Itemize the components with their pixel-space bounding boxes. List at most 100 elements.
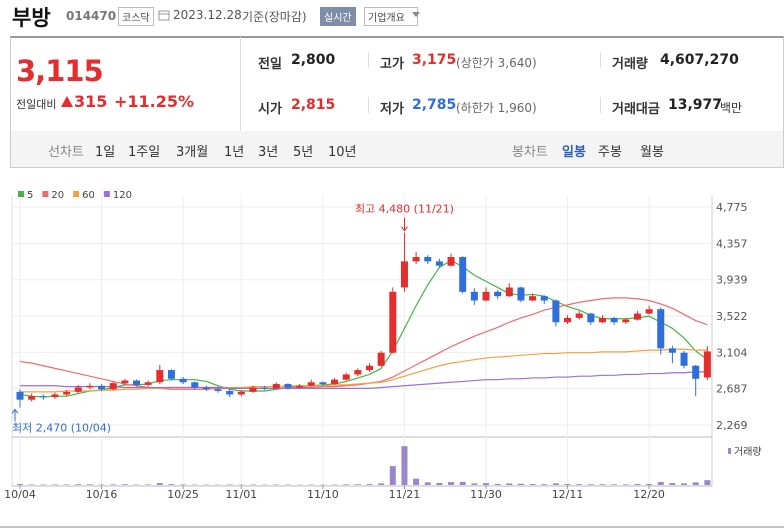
value: 4,607,270 — [660, 52, 739, 68]
candle-body — [63, 391, 71, 395]
label: 거래량 — [612, 57, 648, 72]
candle-body — [51, 394, 59, 398]
volume-bar — [180, 484, 187, 485]
ma-line — [20, 348, 708, 393]
tab[interactable]: 월봉 — [640, 145, 664, 160]
candle-body — [482, 291, 490, 301]
candle-body — [237, 391, 245, 395]
volume-label: 거래량 — [734, 446, 762, 458]
volume-bar — [646, 483, 653, 485]
tab[interactable]: 5년 — [293, 145, 314, 160]
candle-body — [16, 391, 24, 400]
candle-body — [389, 291, 397, 353]
y-tick-label: 2,687 — [716, 383, 748, 396]
volume-bar — [389, 466, 396, 485]
tab[interactable]: 1주일 — [128, 145, 161, 160]
tab[interactable]: 3년 — [258, 145, 279, 160]
volume-bar — [86, 484, 93, 485]
unit: 백만 — [720, 101, 743, 115]
low-arrow — [11, 408, 19, 422]
realtime-button[interactable]: 실시간 — [320, 7, 356, 26]
candle-body — [296, 385, 304, 388]
candle-body — [587, 313, 595, 323]
candle-body — [144, 382, 152, 385]
divider — [368, 52, 369, 68]
candle-body — [284, 384, 292, 388]
tab[interactable]: 주봉 — [598, 145, 622, 160]
volume-bar — [28, 484, 35, 485]
volume-bar — [459, 481, 466, 485]
volume-bar — [576, 484, 583, 485]
tab[interactable]: 10년 — [328, 145, 357, 160]
x-tick-label: 10/04 — [4, 488, 36, 501]
candle-body — [552, 300, 560, 323]
candle-body — [39, 396, 47, 398]
stock-code: 014470 — [66, 9, 117, 23]
candle-body — [610, 317, 618, 323]
tab-label: 선차트 — [48, 145, 84, 160]
divider — [240, 37, 241, 131]
candle-body — [354, 370, 362, 375]
stock-name: 부방 — [12, 6, 51, 30]
summary-box — [10, 36, 784, 133]
x-tick-label: 12/11 — [552, 488, 584, 501]
volume-bar — [634, 484, 641, 485]
label: 시가 — [258, 102, 282, 117]
volume-bar — [657, 482, 664, 485]
volume-bar — [436, 482, 443, 485]
volume-bar — [75, 484, 82, 485]
legend-label: 120 — [113, 190, 132, 201]
label: 거래대금 — [612, 102, 660, 117]
x-tick-label: 11/30 — [470, 488, 502, 501]
volume-bar — [354, 484, 361, 485]
tab[interactable]: 일봉 — [562, 145, 586, 160]
candle-body — [692, 365, 700, 379]
candle-body — [575, 313, 583, 318]
x-tick-label: 10/25 — [167, 488, 199, 501]
chart: 4,775 4,357 3,939 3,522 3,104 2,687 2,269 10/04… — [0, 190, 784, 528]
label: 전일 — [258, 57, 282, 72]
candle-body — [529, 296, 537, 301]
x-tick-label: 11/21 — [389, 488, 421, 501]
tab[interactable]: 1년 — [224, 145, 245, 160]
volume-bar — [541, 484, 548, 485]
value: 13,977 — [668, 97, 723, 113]
candle-body — [133, 380, 140, 385]
volume-bar — [110, 484, 117, 485]
candle-body — [121, 380, 129, 384]
candle-body — [261, 387, 269, 389]
y-tick-label: 4,775 — [716, 201, 748, 214]
candle-body — [668, 348, 676, 353]
candle-body — [633, 313, 641, 320]
change-label: 전일대비 — [16, 98, 57, 111]
volume-bar — [681, 483, 688, 485]
legend-label: 20 — [51, 190, 64, 201]
tab[interactable]: 3개월 — [176, 145, 209, 160]
volume-bar — [494, 483, 501, 485]
tab[interactable]: 1일 — [95, 145, 116, 160]
overview-button[interactable]: 기업개요 — [364, 7, 418, 26]
volume-bar — [471, 483, 478, 485]
candle-body — [179, 378, 187, 383]
ma-line — [20, 371, 708, 389]
high-annotation: 최고 4,480 (11/21) — [355, 203, 454, 216]
volume-bar — [63, 484, 70, 485]
volume-bar — [145, 484, 152, 485]
candle-body — [249, 387, 257, 392]
limit: (하한가 1,960) — [456, 101, 537, 115]
calendar-icon — [158, 10, 170, 21]
volume-bar — [366, 484, 373, 485]
legend-swatch — [103, 191, 110, 197]
up-arrow — [61, 96, 73, 107]
candle-body — [459, 257, 467, 292]
value: 3,175 — [412, 52, 457, 68]
x-tick-label: 12/20 — [633, 488, 665, 501]
candle-body — [307, 382, 315, 386]
basis: 기준(장마감) — [242, 10, 307, 24]
label: 저가 — [380, 102, 404, 117]
volume-bar — [669, 483, 676, 485]
y-tick-label: 2,269 — [716, 419, 748, 432]
change: 315 — [74, 92, 108, 111]
volume-bar — [552, 483, 559, 485]
divider — [600, 97, 601, 113]
